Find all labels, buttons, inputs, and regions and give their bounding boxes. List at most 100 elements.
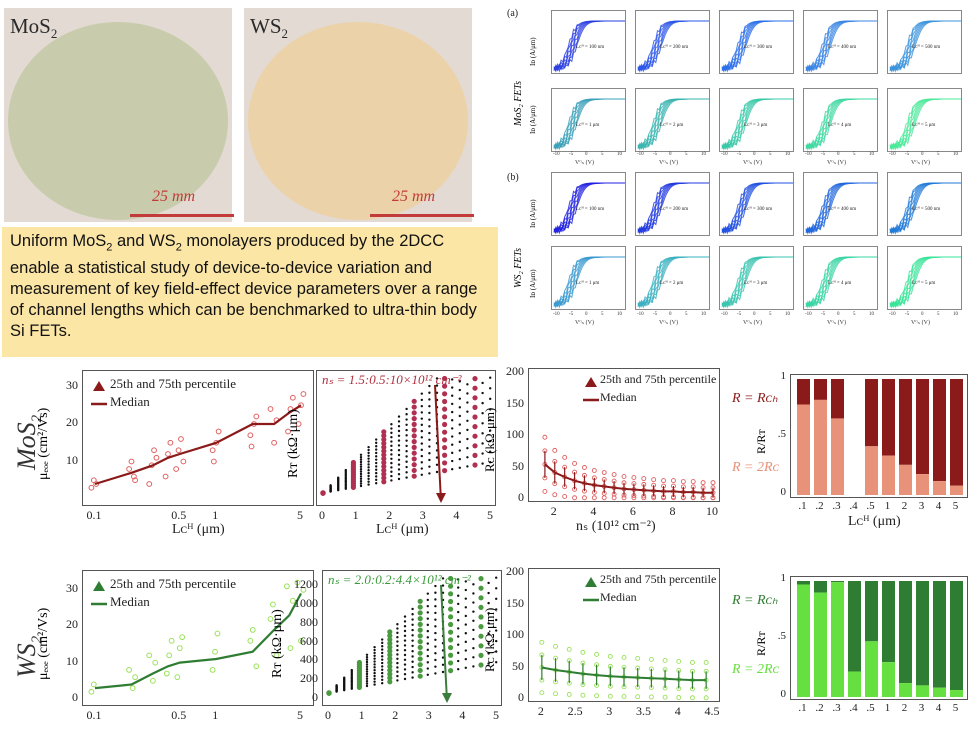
data-point xyxy=(273,652,280,659)
transfer-curves-svg xyxy=(805,256,877,309)
data-point xyxy=(434,584,437,588)
transfer-x-tick: -5 xyxy=(905,152,910,157)
bar-channel-part xyxy=(933,379,946,482)
data-point xyxy=(690,479,696,485)
y-tick-label: 800 xyxy=(300,614,318,629)
transfer-curve xyxy=(889,98,961,151)
transfer-x-tick: 5 xyxy=(601,312,604,317)
data-point xyxy=(417,656,423,662)
data-point xyxy=(435,377,439,380)
data-point xyxy=(390,470,393,473)
data-point xyxy=(601,470,607,475)
y-tick-label: .5 xyxy=(777,428,786,440)
bar-contact-part xyxy=(899,683,912,697)
ws2-mobility-svg xyxy=(88,579,307,695)
mos2-ratio-ylabel: R/Rᴛ xyxy=(754,429,768,454)
data-point xyxy=(472,424,478,430)
mos2-mobility-svg xyxy=(88,381,307,491)
transfer-x-tick: -10 xyxy=(889,312,896,317)
data-point xyxy=(397,429,401,433)
data-point xyxy=(359,465,363,468)
data-point xyxy=(411,665,414,669)
data-point xyxy=(390,431,393,435)
data-point xyxy=(153,454,160,461)
ws2-rc-plot xyxy=(528,568,720,702)
y-tick-label: 30 xyxy=(66,580,78,595)
data-point xyxy=(397,420,401,423)
transfer-xlabel: Vᴳₛ (V) xyxy=(827,320,846,326)
transfer-curves-svg xyxy=(721,98,793,151)
data-point xyxy=(457,668,460,671)
data-point xyxy=(442,468,448,474)
data-point xyxy=(466,437,469,441)
data-point xyxy=(359,458,363,461)
data-point xyxy=(420,423,423,427)
transfer-x-tick: 5 xyxy=(853,312,856,317)
data-point xyxy=(481,401,484,405)
data-point xyxy=(420,392,423,395)
data-point xyxy=(381,452,387,458)
transfer-curves-svg xyxy=(637,20,709,73)
transfer-curve xyxy=(889,182,961,235)
x-tick-label: 4 xyxy=(674,704,681,718)
data-point xyxy=(381,448,387,454)
data-point xyxy=(690,695,695,701)
data-point xyxy=(396,627,399,630)
data-point xyxy=(481,462,484,465)
data-point xyxy=(487,652,490,655)
data-point xyxy=(621,654,627,660)
data-point xyxy=(373,651,376,655)
x-tick-label: 3 xyxy=(419,508,426,522)
x-tick-label: .2 xyxy=(815,500,824,512)
transfer-panel-label: Lᴄᴴ = 200 nm xyxy=(660,45,689,50)
data-point xyxy=(464,657,467,661)
data-point xyxy=(420,461,423,464)
data-point xyxy=(375,458,378,461)
data-point xyxy=(403,634,407,637)
x-tick-label: 1 xyxy=(212,508,219,522)
data-point xyxy=(420,436,423,439)
transfer-x-tick: 5 xyxy=(769,152,772,157)
bar-channel-part xyxy=(865,379,878,447)
data-point xyxy=(434,591,437,594)
transfer-x-tick: 5 xyxy=(601,152,604,157)
data-point xyxy=(442,421,448,428)
data-point xyxy=(381,440,387,446)
data-point xyxy=(387,640,393,646)
data-point xyxy=(472,395,478,401)
data-point xyxy=(420,411,423,414)
data-point xyxy=(411,655,414,658)
transfer-ylabel-1: Iᴅ (A/μm) xyxy=(529,37,537,66)
transfer-panel-label: Lᴄᴴ = 200 nm xyxy=(660,207,689,212)
transfer-x-tick: 10 xyxy=(953,312,958,317)
x-tick-label: 2 xyxy=(550,504,557,518)
transfer-panel-b2-3: Lᴄᴴ = 3 μm xyxy=(719,246,794,310)
data-point xyxy=(434,598,437,601)
data-point xyxy=(481,412,484,415)
data-point xyxy=(487,632,490,635)
ws2-ratio-plot xyxy=(790,576,968,700)
data-point xyxy=(481,432,484,435)
data-point xyxy=(365,684,369,688)
data-point xyxy=(442,391,448,397)
ws2-fets-row-label: WS₂ FETs xyxy=(513,247,524,288)
transfer-x-tick: 10 xyxy=(869,312,874,317)
data-point xyxy=(581,495,587,501)
data-point xyxy=(343,676,346,679)
bar-channel-part xyxy=(899,581,912,684)
data-point xyxy=(435,463,439,466)
bar-contact-part xyxy=(797,404,810,495)
data-point xyxy=(487,662,490,665)
y-tick-label: 600 xyxy=(300,633,318,648)
data-point xyxy=(253,413,260,420)
x-tick-label: 0.5 xyxy=(171,508,187,522)
data-point xyxy=(271,439,278,446)
data-point xyxy=(365,663,369,666)
data-point xyxy=(411,398,417,404)
data-point xyxy=(426,654,429,658)
data-point xyxy=(428,431,431,435)
data-point xyxy=(411,613,414,616)
transfer-panel-a1-5: Lᴄᴴ = 500 nm xyxy=(887,10,962,74)
figure-label-b: (b) xyxy=(507,172,519,183)
data-point xyxy=(411,628,414,632)
